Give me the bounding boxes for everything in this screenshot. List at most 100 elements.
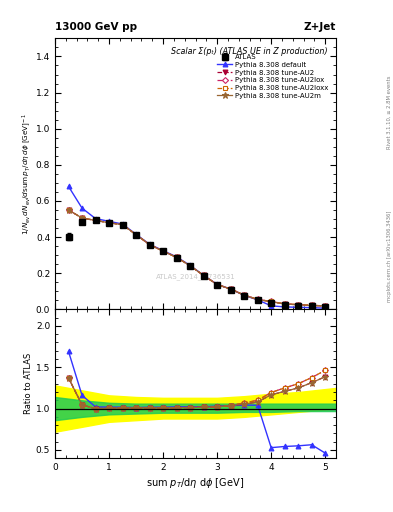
Pythia 8.308 tune-AU2 — [309, 303, 314, 309]
Pythia 8.308 default — [134, 231, 138, 238]
Text: Rivet 3.1.10, ≥ 2.8M events: Rivet 3.1.10, ≥ 2.8M events — [387, 76, 392, 150]
Pythia 8.308 tune-AU2loxx — [66, 207, 71, 213]
Pythia 8.308 tune-AU2 — [120, 222, 125, 228]
Pythia 8.308 default — [107, 218, 112, 224]
Pythia 8.308 tune-AU2loxx — [228, 286, 233, 292]
Pythia 8.308 default — [188, 262, 193, 268]
Pythia 8.308 default — [161, 247, 165, 253]
Pythia 8.308 tune-AU2lox — [228, 286, 233, 292]
X-axis label: sum $p_T$/d$\eta$ d$\phi$ [GeV]: sum $p_T$/d$\eta$ d$\phi$ [GeV] — [147, 476, 244, 490]
Pythia 8.308 default — [296, 304, 301, 310]
Pythia 8.308 tune-AU2m — [120, 222, 125, 228]
Pythia 8.308 tune-AU2 — [93, 218, 98, 224]
Pythia 8.308 tune-AU2lox — [93, 218, 98, 224]
Text: Scalar Σ(pₜ) (ATLAS UE in Z production): Scalar Σ(pₜ) (ATLAS UE in Z production) — [171, 47, 328, 55]
Pythia 8.308 tune-AU2loxx — [242, 292, 246, 298]
Pythia 8.308 tune-AU2m — [309, 303, 314, 309]
Pythia 8.308 tune-AU2m — [174, 254, 179, 261]
Text: ATLAS_2014_I1736531: ATLAS_2014_I1736531 — [156, 273, 235, 280]
Pythia 8.308 tune-AU2loxx — [269, 298, 274, 305]
Pythia 8.308 tune-AU2loxx — [255, 296, 260, 303]
Pythia 8.308 tune-AU2 — [134, 231, 138, 238]
Pythia 8.308 tune-AU2m — [93, 218, 98, 224]
Pythia 8.308 tune-AU2lox — [80, 215, 84, 221]
Pythia 8.308 tune-AU2loxx — [296, 302, 301, 308]
Pythia 8.308 tune-AU2m — [255, 296, 260, 303]
Pythia 8.308 tune-AU2lox — [134, 231, 138, 238]
Pythia 8.308 default — [120, 221, 125, 227]
Pythia 8.308 tune-AU2lox — [255, 296, 260, 303]
Pythia 8.308 default — [201, 272, 206, 279]
Pythia 8.308 tune-AU2loxx — [147, 242, 152, 248]
Pythia 8.308 tune-AU2m — [201, 272, 206, 279]
Line: Pythia 8.308 tune-AU2lox: Pythia 8.308 tune-AU2lox — [66, 208, 327, 308]
Pythia 8.308 tune-AU2loxx — [323, 303, 328, 309]
Pythia 8.308 tune-AU2 — [174, 254, 179, 261]
Pythia 8.308 tune-AU2m — [134, 231, 138, 238]
Pythia 8.308 tune-AU2m — [242, 292, 246, 298]
Text: Z+Jet: Z+Jet — [304, 22, 336, 32]
Pythia 8.308 tune-AU2loxx — [80, 215, 84, 221]
Pythia 8.308 tune-AU2 — [296, 302, 301, 308]
Pythia 8.308 tune-AU2loxx — [161, 248, 165, 254]
Pythia 8.308 tune-AU2m — [147, 242, 152, 248]
Pythia 8.308 default — [215, 281, 219, 287]
Pythia 8.308 default — [255, 297, 260, 303]
Pythia 8.308 default — [228, 286, 233, 292]
Pythia 8.308 tune-AU2 — [323, 303, 328, 309]
Legend: ATLAS, Pythia 8.308 default, Pythia 8.308 tune-AU2, Pythia 8.308 tune-AU2lox, Py: ATLAS, Pythia 8.308 default, Pythia 8.30… — [215, 53, 330, 100]
Pythia 8.308 tune-AU2m — [66, 207, 71, 213]
Pythia 8.308 tune-AU2loxx — [134, 231, 138, 238]
Pythia 8.308 tune-AU2lox — [215, 282, 219, 288]
Pythia 8.308 tune-AU2 — [201, 272, 206, 279]
Pythia 8.308 tune-AU2m — [323, 303, 328, 309]
Pythia 8.308 tune-AU2 — [228, 286, 233, 292]
Pythia 8.308 tune-AU2lox — [107, 220, 112, 226]
Pythia 8.308 default — [323, 305, 328, 311]
Line: Pythia 8.308 tune-AU2: Pythia 8.308 tune-AU2 — [66, 207, 328, 308]
Pythia 8.308 default — [147, 241, 152, 247]
Pythia 8.308 default — [174, 254, 179, 260]
Text: mcplots.cern.ch [arXiv:1306.3436]: mcplots.cern.ch [arXiv:1306.3436] — [387, 210, 392, 302]
Pythia 8.308 default — [269, 303, 274, 309]
Pythia 8.308 tune-AU2m — [228, 286, 233, 292]
Pythia 8.308 tune-AU2 — [66, 207, 71, 213]
Pythia 8.308 tune-AU2 — [269, 298, 274, 305]
Pythia 8.308 tune-AU2lox — [188, 263, 193, 269]
Pythia 8.308 tune-AU2 — [215, 282, 219, 288]
Pythia 8.308 tune-AU2 — [188, 263, 193, 269]
Pythia 8.308 tune-AU2 — [242, 292, 246, 298]
Pythia 8.308 default — [66, 183, 71, 189]
Y-axis label: $1/N_{\mathsf{ev}}\,dN_{\mathsf{ev}}/d\mathsf{sum}\,p_T/d\eta\,d\phi\;[\mathsf{G: $1/N_{\mathsf{ev}}\,dN_{\mathsf{ev}}/d\m… — [20, 113, 33, 234]
Pythia 8.308 tune-AU2lox — [66, 207, 71, 213]
Pythia 8.308 tune-AU2lox — [161, 248, 165, 254]
Pythia 8.308 tune-AU2 — [147, 242, 152, 248]
Pythia 8.308 tune-AU2m — [80, 215, 84, 221]
Pythia 8.308 tune-AU2loxx — [120, 222, 125, 228]
Pythia 8.308 tune-AU2 — [282, 301, 287, 307]
Pythia 8.308 default — [80, 205, 84, 211]
Pythia 8.308 tune-AU2lox — [201, 272, 206, 279]
Pythia 8.308 tune-AU2loxx — [201, 272, 206, 279]
Pythia 8.308 tune-AU2m — [188, 263, 193, 269]
Pythia 8.308 tune-AU2 — [80, 215, 84, 221]
Y-axis label: Ratio to ATLAS: Ratio to ATLAS — [24, 353, 33, 414]
Pythia 8.308 tune-AU2 — [107, 220, 112, 226]
Pythia 8.308 tune-AU2m — [161, 248, 165, 254]
Pythia 8.308 tune-AU2lox — [269, 298, 274, 305]
Pythia 8.308 tune-AU2 — [161, 248, 165, 254]
Pythia 8.308 tune-AU2lox — [296, 302, 301, 308]
Line: Pythia 8.308 default: Pythia 8.308 default — [66, 184, 328, 311]
Pythia 8.308 tune-AU2 — [255, 296, 260, 303]
Pythia 8.308 default — [242, 292, 246, 298]
Pythia 8.308 default — [93, 216, 98, 222]
Pythia 8.308 tune-AU2loxx — [107, 220, 112, 226]
Line: Pythia 8.308 tune-AU2loxx: Pythia 8.308 tune-AU2loxx — [66, 208, 327, 308]
Pythia 8.308 tune-AU2lox — [282, 301, 287, 307]
Pythia 8.308 tune-AU2loxx — [188, 263, 193, 269]
Pythia 8.308 tune-AU2loxx — [309, 302, 314, 308]
Line: Pythia 8.308 tune-AU2m: Pythia 8.308 tune-AU2m — [65, 207, 328, 309]
Pythia 8.308 tune-AU2lox — [147, 242, 152, 248]
Pythia 8.308 tune-AU2lox — [174, 254, 179, 261]
Pythia 8.308 default — [309, 305, 314, 311]
